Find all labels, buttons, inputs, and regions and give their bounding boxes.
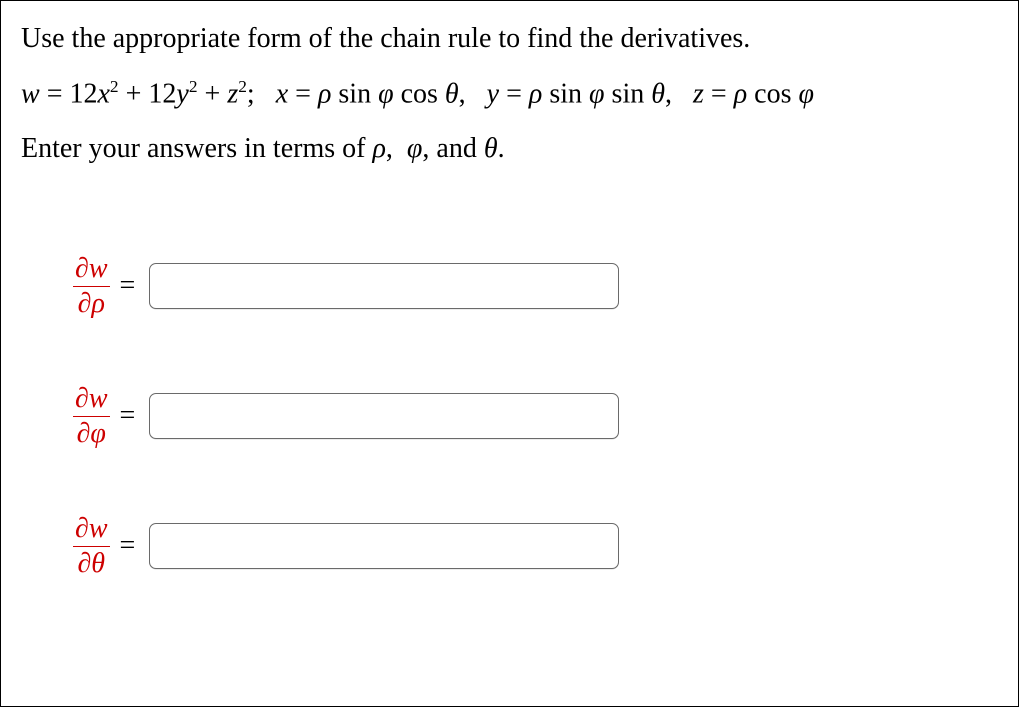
frac-bar — [73, 416, 110, 417]
dw-dtheta-input[interactable] — [149, 523, 619, 569]
answer-row-theta: ∂w ∂θ = — [73, 515, 998, 577]
frac-denominator: ∂θ — [75, 549, 107, 578]
equals-sign: = — [120, 400, 136, 432]
equals-sign: = — [120, 530, 136, 562]
problem-page: Use the appropriate form of the chain ru… — [0, 0, 1019, 707]
dw-dphi-label: ∂w ∂φ — [73, 384, 110, 448]
frac-bar — [73, 546, 110, 547]
instruction-line-1: Use the appropriate form of the chain ru… — [21, 19, 998, 60]
frac-numerator: ∂w — [73, 254, 110, 283]
equation-line: w = 12x2 + 12y2 + z2; x = ρ sin φ cos θ,… — [21, 74, 998, 115]
dw-dphi-input[interactable] — [149, 393, 619, 439]
answer-row-phi: ∂w ∂φ = — [73, 385, 998, 447]
dw-drho-label: ∂w ∂ρ — [73, 254, 110, 318]
frac-denominator: ∂ρ — [76, 289, 107, 318]
frac-bar — [73, 286, 110, 287]
instruction-line-3: Enter your answers in terms of ρ, φ, and… — [21, 129, 998, 170]
frac-numerator: ∂w — [73, 384, 110, 413]
answers-block: ∂w ∂ρ = ∂w ∂φ = ∂w ∂θ = — [73, 255, 998, 577]
equals-sign: = — [120, 270, 136, 302]
answer-row-rho: ∂w ∂ρ = — [73, 255, 998, 317]
frac-denominator: ∂φ — [75, 419, 108, 448]
dw-drho-input[interactable] — [149, 263, 619, 309]
dw-dtheta-label: ∂w ∂θ — [73, 514, 110, 578]
frac-numerator: ∂w — [73, 514, 110, 543]
